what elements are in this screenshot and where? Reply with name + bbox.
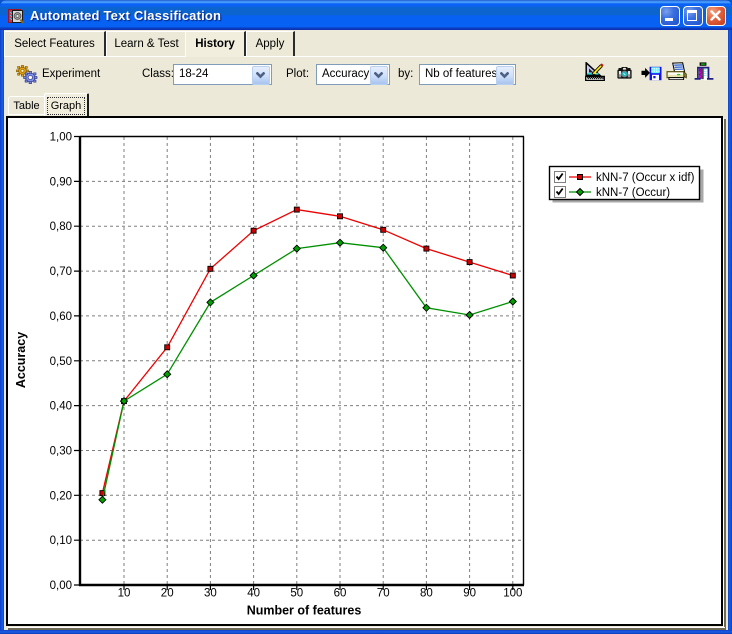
svg-text:40: 40 — [247, 588, 260, 600]
svg-text:0,80: 0,80 — [50, 221, 72, 233]
svg-text:0,60: 0,60 — [50, 311, 72, 323]
svg-text:0,20: 0,20 — [50, 490, 72, 502]
svg-text:0,70: 0,70 — [50, 266, 72, 278]
svg-text:30: 30 — [204, 588, 217, 600]
svg-text:0,00: 0,00 — [50, 580, 72, 592]
svg-text:kNN-7 (Occur x idf): kNN-7 (Occur x idf) — [596, 172, 695, 184]
svg-text:0,90: 0,90 — [50, 176, 72, 188]
svg-text:0,50: 0,50 — [50, 356, 72, 368]
svg-text:Accuracy: Accuracy — [14, 332, 28, 388]
svg-text:50: 50 — [290, 588, 303, 600]
svg-text:kNN-7 (Occur): kNN-7 (Occur) — [596, 187, 670, 199]
svg-text:80: 80 — [420, 588, 433, 600]
svg-text:1,00: 1,00 — [50, 132, 72, 144]
svg-text:10: 10 — [118, 588, 131, 600]
svg-text:0,40: 0,40 — [50, 401, 72, 413]
svg-text:20: 20 — [161, 588, 174, 600]
svg-text:0,30: 0,30 — [50, 446, 72, 458]
svg-text:Number of features: Number of features — [247, 604, 362, 618]
svg-text:70: 70 — [377, 588, 390, 600]
svg-text:90: 90 — [463, 588, 476, 600]
svg-text:60: 60 — [334, 588, 347, 600]
svg-text:100: 100 — [503, 588, 522, 600]
svg-text:0,10: 0,10 — [50, 535, 72, 547]
